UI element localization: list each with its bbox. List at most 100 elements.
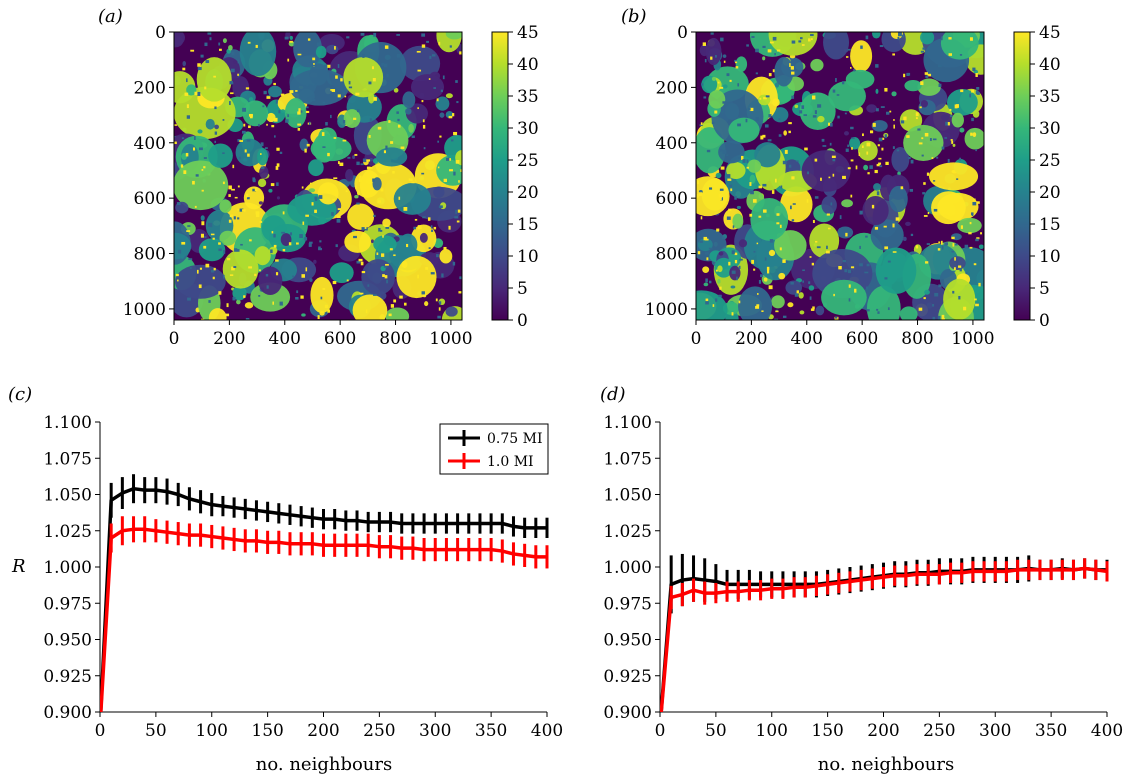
heatmap-speck <box>741 155 744 160</box>
heatmap-speck <box>452 261 456 266</box>
y-tick-label: 600 <box>134 189 166 209</box>
heatmap-cluster <box>696 176 730 217</box>
heatmap-speck <box>847 167 851 170</box>
heatmap-speck <box>436 254 439 258</box>
heatmap-speck <box>768 73 772 77</box>
heatmap-speck <box>842 175 846 179</box>
heatmap-speck <box>176 202 181 206</box>
heatmap-speck <box>975 303 979 307</box>
heatmap-cluster <box>208 143 233 168</box>
heatmap-speck <box>789 63 791 67</box>
heatmap-speck <box>769 239 774 243</box>
heatmap-speck <box>734 252 738 256</box>
heatmap-speck <box>832 173 835 177</box>
heatmap-speck <box>893 119 895 121</box>
heatmap-speck <box>811 95 816 100</box>
heatmap-speck <box>454 216 459 219</box>
heatmap-speck <box>844 269 848 273</box>
heatmap-speck <box>450 139 454 142</box>
heatmap-speck <box>285 119 289 123</box>
heatmap-speck <box>449 169 453 172</box>
heatmap-speck <box>346 279 349 282</box>
x-tick-label: 400 <box>269 329 301 349</box>
heatmap-speck <box>265 274 269 277</box>
heatmap-speck <box>722 149 727 154</box>
heatmap-speck <box>194 136 196 141</box>
heatmap-speck <box>866 263 870 267</box>
heatmap-speck <box>828 176 831 179</box>
heatmap-speck <box>279 301 283 306</box>
heatmap-speck <box>252 188 256 192</box>
heatmap-speck <box>932 304 935 307</box>
colorbar-tick-label: 25 <box>1039 151 1061 171</box>
heatmap-speck <box>889 110 892 113</box>
heatmap-speck <box>734 195 737 200</box>
heatmap-speck <box>381 253 385 257</box>
heatmap-speck <box>759 97 762 100</box>
heatmap-speck <box>385 226 390 229</box>
heatmap-speck <box>198 284 202 289</box>
heatmap-speck <box>826 245 828 250</box>
heatmap-speck <box>367 284 370 287</box>
heatmap-speck <box>175 273 179 277</box>
heatmap-speck <box>869 165 873 169</box>
heatmap-speck <box>445 157 450 161</box>
heatmap-cluster <box>732 213 744 229</box>
heatmap-speck <box>959 54 963 56</box>
heatmap-speck <box>388 313 392 317</box>
x-tick-label: 200 <box>735 329 767 349</box>
heatmap-speck <box>300 295 304 299</box>
y-tick-label: 1.000 <box>603 558 652 578</box>
heatmap-speck <box>453 171 456 176</box>
heatmap-speck <box>296 242 299 245</box>
heatmap-cluster <box>268 85 282 98</box>
y-tick-label: 0.900 <box>603 703 652 723</box>
heatmap-speck <box>199 267 203 270</box>
heatmap-speck <box>732 225 735 229</box>
heatmap-speck <box>247 41 251 44</box>
heatmap-speck <box>983 276 984 279</box>
heatmap-speck <box>941 317 945 320</box>
heatmap-speck <box>812 306 815 310</box>
heatmap-speck <box>356 202 360 205</box>
y-tick-label: 400 <box>656 134 688 154</box>
heatmap-speck <box>808 281 811 284</box>
colorbar-tick-label: 35 <box>517 87 539 107</box>
heatmap-speck <box>959 197 963 201</box>
heatmap-speck <box>878 162 882 165</box>
y-tick-label: 0 <box>155 23 166 43</box>
y-tick-label: 1000 <box>123 300 166 320</box>
x-tick-label: 0 <box>655 721 666 741</box>
heatmap-speck <box>816 246 821 249</box>
heatmap-speck <box>321 132 325 136</box>
heatmap-speck <box>881 137 885 140</box>
heatmap-speck <box>218 291 222 295</box>
heatmap-speck <box>229 214 234 218</box>
heatmap-speck <box>764 124 769 128</box>
x-tick-label: 150 <box>251 721 283 741</box>
heatmap-speck <box>747 107 751 111</box>
heatmap-speck <box>373 214 376 218</box>
heatmap-speck <box>810 38 813 41</box>
heatmap-speck <box>925 75 929 79</box>
heatmap-speck <box>923 215 928 217</box>
heatmap-speck <box>414 218 418 221</box>
heatmap-speck <box>933 208 938 212</box>
heatmap-speck <box>380 188 384 192</box>
heatmap-speck <box>738 300 741 304</box>
heatmap-speck <box>186 104 189 109</box>
heatmap-speck <box>927 73 932 77</box>
heatmap-cluster <box>749 174 756 184</box>
heatmap-speck <box>441 273 444 278</box>
y-tick-label: 1.075 <box>43 449 92 469</box>
heatmap-speck <box>726 174 731 178</box>
heatmap-speck <box>237 185 240 188</box>
heatmap-speck <box>831 155 836 159</box>
heatmap-speck <box>922 192 926 195</box>
heatmap-cluster <box>959 127 965 133</box>
heatmap-speck <box>879 128 883 131</box>
heatmap-speck <box>309 182 312 185</box>
heatmap-speck <box>177 279 179 282</box>
heatmap-cluster <box>798 292 804 299</box>
heatmap-speck <box>719 188 724 191</box>
